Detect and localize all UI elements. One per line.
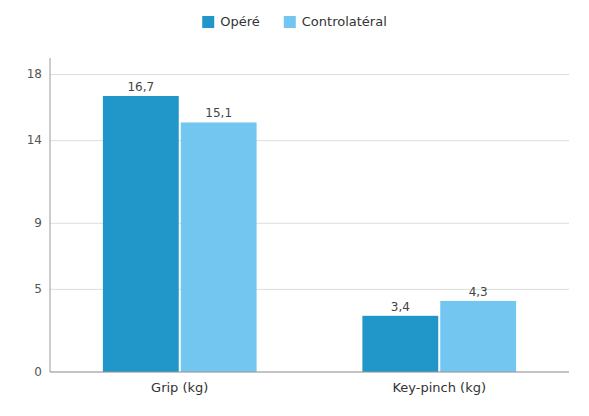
data-label: 3,4 bbox=[391, 300, 410, 314]
data-labels: 16,7 3,4 15,1 4,3 bbox=[127, 80, 487, 314]
y-tick-label: 14 bbox=[27, 133, 42, 147]
y-tick-label: 5 bbox=[34, 282, 42, 296]
bar bbox=[103, 96, 179, 372]
chart: 0 5 9 14 18 16,7 3,4 15,1 4,3 Grip (kg) Key-pinch … bbox=[0, 0, 589, 416]
bar bbox=[440, 301, 516, 372]
grid-line bbox=[50, 372, 569, 373]
legend-swatch bbox=[284, 16, 296, 28]
x-axis: Grip (kg) Key-pinch (kg) bbox=[151, 380, 486, 395]
y-axis: 0 5 9 14 18 bbox=[27, 58, 50, 379]
y-tick-label: 0 bbox=[34, 365, 42, 379]
grid bbox=[50, 75, 569, 372]
bars bbox=[103, 96, 516, 372]
legend-swatch bbox=[202, 16, 214, 28]
grid-line bbox=[50, 74, 569, 75]
x-tick-label: Grip (kg) bbox=[151, 380, 208, 395]
y-tick-label: 18 bbox=[27, 67, 42, 81]
legend: Opéré Controlatéral bbox=[202, 14, 387, 29]
legend-item: Controlatéral bbox=[284, 14, 387, 29]
chart-container: 0 5 9 14 18 16,7 3,4 15,1 4,3 Grip (kg) Key-pinch … bbox=[0, 0, 589, 416]
y-axis-line bbox=[50, 58, 51, 372]
y-tick-label: 9 bbox=[34, 216, 42, 230]
x-tick-label: Key-pinch (kg) bbox=[392, 380, 486, 395]
legend-label: Opéré bbox=[220, 14, 260, 29]
legend-item: Opéré bbox=[202, 14, 260, 29]
bar bbox=[181, 122, 257, 372]
legend-label: Controlatéral bbox=[302, 14, 387, 29]
x-axis-line bbox=[50, 372, 569, 373]
data-label: 4,3 bbox=[469, 285, 488, 299]
data-label: 15,1 bbox=[205, 106, 232, 120]
data-label: 16,7 bbox=[127, 80, 154, 94]
bar bbox=[362, 316, 438, 372]
